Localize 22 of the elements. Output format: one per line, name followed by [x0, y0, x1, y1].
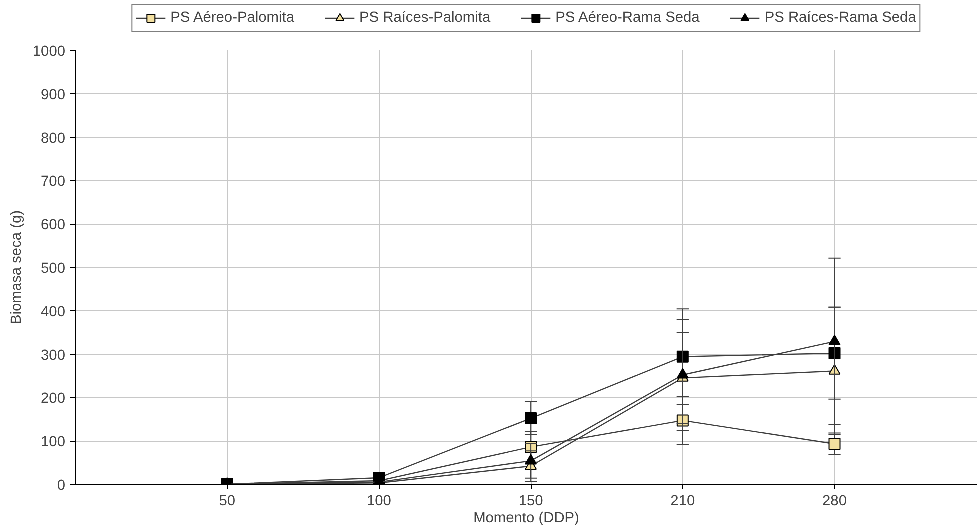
y-tick-label: 600 — [41, 218, 66, 234]
x-tick-label: 50 — [219, 494, 236, 510]
y-tick-label: 0 — [57, 478, 66, 494]
y-tick-label: 300 — [41, 348, 66, 364]
legend-label: PS Raíces-Rama Seda — [764, 10, 916, 26]
x-tick-label: 150 — [518, 494, 544, 510]
y-tick-label: 800 — [41, 130, 66, 147]
y-tick-label: 100 — [41, 434, 66, 451]
x-axis-title: Momento (DDP) — [474, 510, 580, 526]
x-tick-label: 100 — [366, 494, 392, 510]
y-axis-title: Biomasa seca (g) — [8, 210, 25, 325]
x-tick-label: 210 — [670, 494, 696, 510]
y-tick-label: 400 — [41, 304, 66, 320]
legend-label: PS Aéreo-Palomita — [170, 10, 294, 26]
legend-label: PS Raíces-Palomita — [359, 10, 491, 26]
y-tick-label: 700 — [41, 174, 66, 190]
x-tick-label: 280 — [822, 494, 847, 510]
y-tick-label: 900 — [41, 87, 66, 104]
y-tick-label: 200 — [41, 391, 66, 408]
y-tick-label: 500 — [41, 261, 66, 277]
legend-label: PS Aéreo-Rama Seda — [556, 10, 700, 26]
y-tick-label: 1000 — [32, 44, 66, 60]
